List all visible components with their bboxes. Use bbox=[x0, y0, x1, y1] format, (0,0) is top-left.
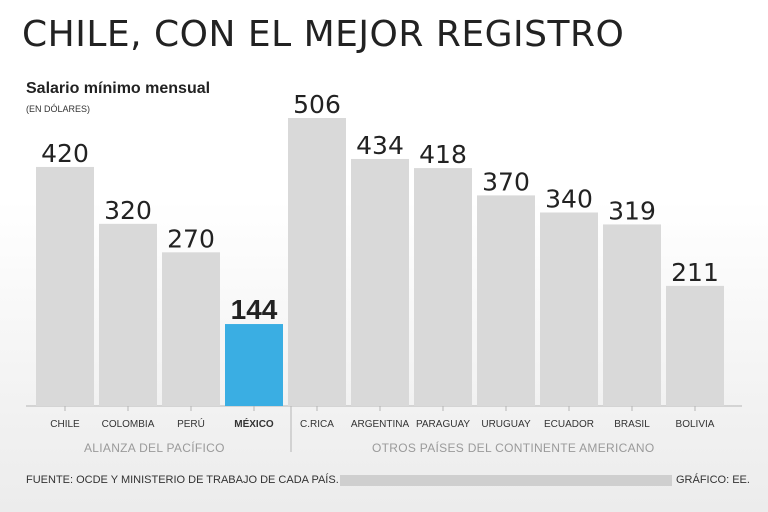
source-note: FUENTE: OCDE Y MINISTERIO DE TRABAJO DE … bbox=[26, 474, 339, 486]
unit-label: (EN DÓLARES) bbox=[26, 104, 91, 114]
category-label-chile: CHILE bbox=[50, 419, 80, 430]
category-label-méxico: MÉXICO bbox=[234, 417, 274, 430]
value-label-colombia: 320 bbox=[104, 196, 152, 225]
category-label-uruguay: URUGUAY bbox=[481, 419, 531, 430]
value-label-brasil: 319 bbox=[608, 196, 656, 225]
bar-perú bbox=[162, 252, 220, 406]
category-label-ecuador: ECUADOR bbox=[544, 419, 594, 430]
page-title: CHILE, CON EL MEJOR REGISTRO bbox=[22, 14, 625, 55]
value-label-ecuador: 340 bbox=[545, 184, 593, 213]
value-label-perú: 270 bbox=[167, 224, 215, 253]
value-label-uruguay: 370 bbox=[482, 167, 530, 196]
value-label-bolivia: 211 bbox=[671, 258, 719, 287]
bar-chile bbox=[36, 166, 94, 406]
category-label-bolivia: BOLIVIA bbox=[676, 419, 715, 430]
category-label-colombia: COLOMBIA bbox=[102, 419, 155, 430]
footer-divider bbox=[340, 475, 672, 486]
value-label-c-rica: 506 bbox=[293, 90, 341, 119]
credit-note: GRÁFICO: EE. bbox=[676, 474, 750, 486]
chart-subtitle: Salario mínimo mensual bbox=[26, 80, 211, 97]
bar-colombia bbox=[99, 223, 157, 406]
group-label-alianza: ALIANZA DEL PACÍFICO bbox=[84, 441, 225, 455]
bar-ecuador bbox=[540, 212, 598, 406]
bar-uruguay bbox=[477, 195, 535, 406]
category-label-c-rica: C.RICA bbox=[300, 419, 334, 430]
group-label-otros: OTROS PAÍSES DEL CONTINENTE AMERICANO bbox=[372, 441, 655, 455]
bar-chart: 420 CHILE 320 COLOMBIA 270 PERÚ 144 MÉXICO 506 C.… bbox=[26, 90, 742, 452]
bar-brasil bbox=[603, 224, 661, 406]
bar-méxico bbox=[225, 324, 283, 406]
value-label-argentina: 434 bbox=[356, 131, 404, 160]
value-label-méxico: 144 bbox=[231, 294, 278, 325]
category-label-paraguay: PARAGUAY bbox=[416, 419, 470, 430]
bar-argentina bbox=[351, 158, 409, 406]
bar-paraguay bbox=[414, 168, 472, 406]
bar-c-rica bbox=[288, 118, 346, 406]
bar-bolivia bbox=[666, 285, 724, 406]
category-label-perú: PERÚ bbox=[177, 417, 205, 430]
category-label-brasil: BRASIL bbox=[614, 419, 650, 430]
category-label-argentina: ARGENTINA bbox=[351, 419, 410, 430]
value-label-paraguay: 418 bbox=[419, 140, 467, 169]
value-label-chile: 420 bbox=[41, 139, 89, 168]
